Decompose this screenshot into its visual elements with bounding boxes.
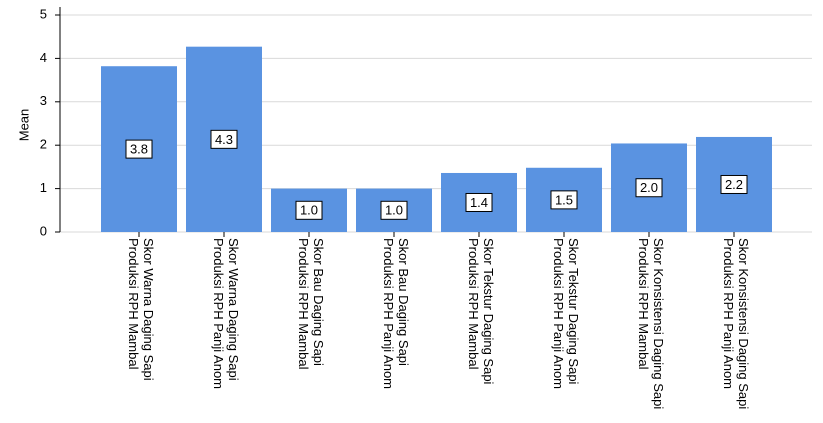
x-tick-label: Skor Konsistensi Daging Sapi Produksi RP… <box>636 238 666 410</box>
x-tick-label: Skor Bau Daging Sapi Produksi RPH Mambal <box>296 238 326 370</box>
x-tick-label: Skor Bau Daging Sapi Produksi RPH Panji … <box>381 238 411 390</box>
x-tick-label: Skor Konsistensi Daging Sapi Produksi RP… <box>721 238 751 410</box>
value-label-box <box>720 174 748 194</box>
value-label: 3.8 <box>130 142 148 157</box>
y-tick-label: 4 <box>40 50 47 65</box>
y-tick-label: 3 <box>40 93 47 108</box>
value-label-box <box>635 178 663 198</box>
value-label-box <box>210 129 238 149</box>
value-label: 1.0 <box>300 203 318 218</box>
value-label: 4.3 <box>215 132 233 147</box>
value-label: 2.2 <box>725 177 743 192</box>
value-label-box <box>380 200 408 220</box>
value-label-box <box>465 192 493 212</box>
value-label-box <box>550 190 578 210</box>
x-tick-label: Skor Warna Daging Sapi Produksi RPH Mamb… <box>126 238 156 381</box>
value-label: 2.0 <box>640 180 658 195</box>
value-label-box <box>295 200 323 220</box>
value-label: 1.5 <box>555 192 573 207</box>
x-tick-label: Skor Tekstur Daging Sapi Produksi RPH Pa… <box>551 238 581 390</box>
x-tick-label: Skor Warna Daging Sapi Produksi RPH Panj… <box>211 238 241 390</box>
y-tick-label: 2 <box>40 137 47 152</box>
value-label: 1.4 <box>470 195 488 210</box>
value-label: 1.0 <box>385 203 403 218</box>
y-axis-title: Mean <box>16 109 31 142</box>
y-tick-label: 1 <box>40 180 47 195</box>
y-tick-label: 0 <box>40 223 47 238</box>
y-tick-label: 5 <box>40 6 47 21</box>
x-tick-label: Skor Tekstur Daging Sapi Produksi RPH Ma… <box>466 238 496 385</box>
value-label-box <box>125 139 153 159</box>
